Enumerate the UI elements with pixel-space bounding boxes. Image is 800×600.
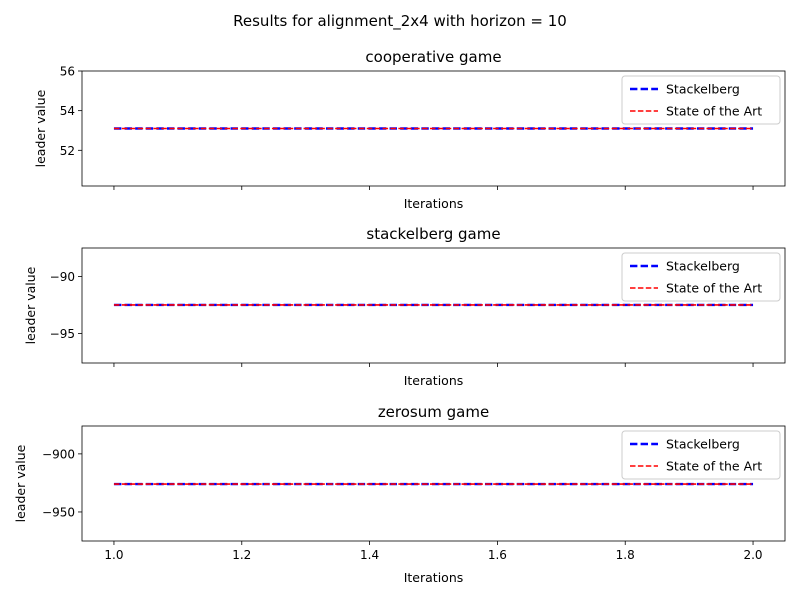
legend-label: State of the Art (666, 104, 762, 119)
x-axis-label: Iterations (404, 373, 464, 388)
y-tick-label: −90 (50, 270, 75, 284)
legend-label: State of the Art (666, 281, 762, 296)
plot-frame (81, 247, 786, 364)
legend-box (621, 75, 781, 125)
legend: Stackelberg State of the Art (621, 430, 781, 480)
plot-frame (81, 70, 786, 187)
subplot-title: zerosum game (378, 403, 489, 421)
subplots: cooperative game 52 54 56 Iterations leader v… (13, 48, 786, 585)
subplot-title: cooperative game (365, 48, 501, 66)
subplot-2: stackelberg game −90 −95 Iterations leader v… (23, 225, 786, 388)
legend-box (621, 430, 781, 480)
y-tick-label: 54 (60, 104, 75, 118)
y-tick-label: −900 (42, 447, 75, 461)
figure-suptitle: Results for alignment_2x4 with horizon =… (233, 12, 567, 31)
x-tick-label: 1.4 (360, 548, 379, 562)
y-axis-label: leader value (33, 89, 48, 167)
y-tick-label: −95 (50, 327, 75, 341)
y-axis-label: leader value (23, 266, 38, 344)
legend-box (621, 252, 781, 302)
subplot-title: stackelberg game (366, 225, 500, 243)
x-tick-label: 1.8 (616, 548, 635, 562)
plot-frame (81, 425, 786, 542)
x-tick-label: 2.0 (743, 548, 762, 562)
subplot-3: zerosum game −900 −950 1.0 1.2 1.4 1.6 1.8 2.0 It… (13, 403, 786, 585)
y-tick-label: −950 (42, 505, 75, 519)
legend: Stackelberg State of the Art (621, 75, 781, 125)
subplot-1: cooperative game 52 54 56 Iterations leader v… (33, 48, 786, 211)
x-tick-label: 1.0 (104, 548, 123, 562)
x-tick-label: 1.6 (488, 548, 507, 562)
y-tick-label: 56 (60, 65, 75, 79)
legend: Stackelberg State of the Art (621, 252, 781, 302)
y-tick-label: 52 (60, 144, 75, 158)
x-tick-label: 1.2 (232, 548, 251, 562)
legend-label: Stackelberg (666, 82, 740, 97)
legend-label: Stackelberg (666, 437, 740, 452)
x-axis-label: Iterations (404, 570, 464, 585)
legend-label: State of the Art (666, 459, 762, 474)
x-axis-label: Iterations (404, 196, 464, 211)
y-axis-label: leader value (13, 444, 28, 522)
legend-label: Stackelberg (666, 259, 740, 274)
